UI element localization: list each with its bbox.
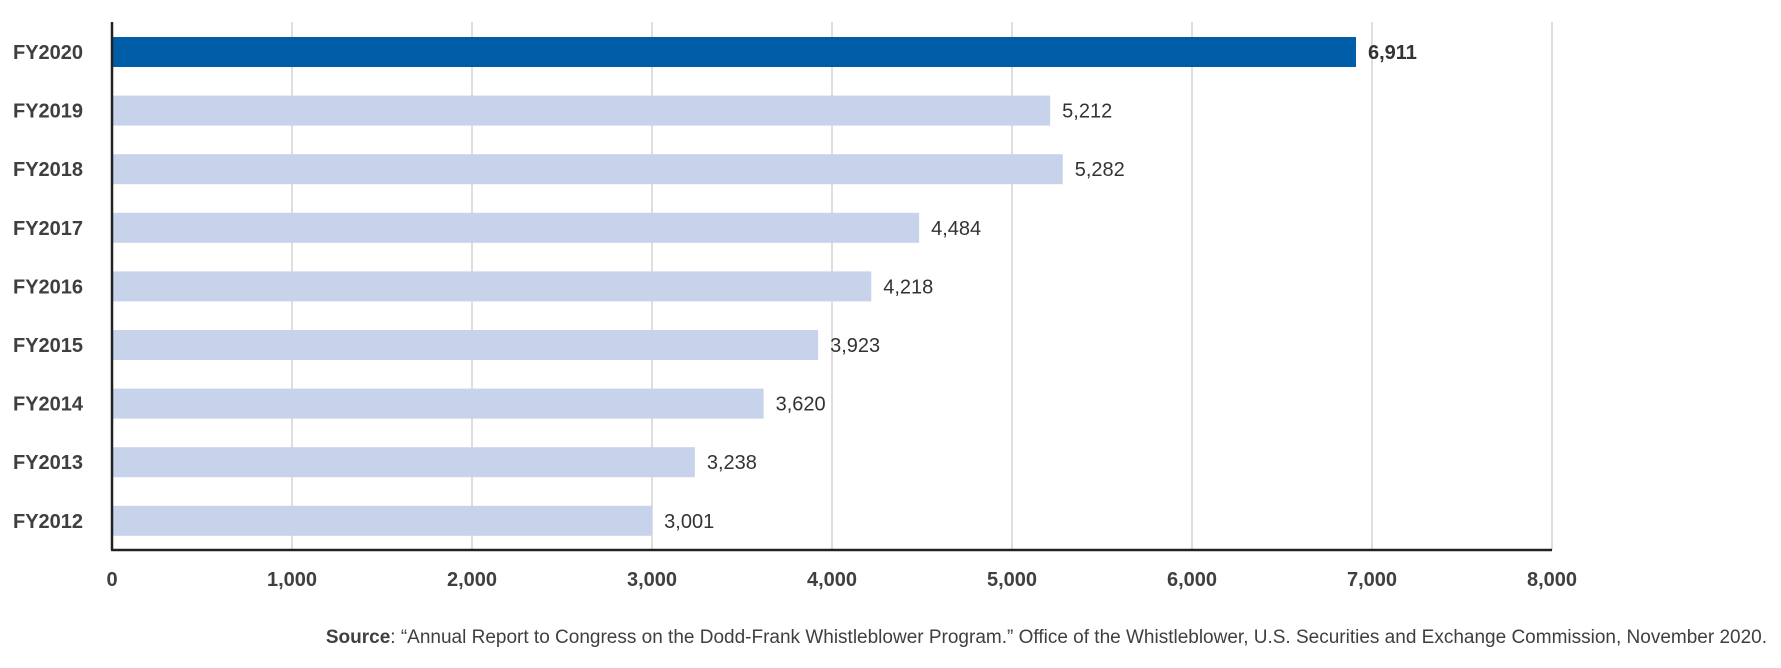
x-tick-label-3000: 3,000: [627, 569, 677, 591]
category-label-FY2015: FY2015: [13, 335, 83, 357]
value-label-FY2012: 3,001: [664, 511, 714, 533]
source-text: : “Annual Report to Congress on the Dodd…: [390, 627, 1767, 648]
bar-FY2016: [112, 271, 872, 302]
x-tick-label-4000: 4,000: [807, 569, 857, 591]
bar-chart: FY2020 6,911 FY2019 5,212 FY2018 5,282 FY2017 4…: [13, 22, 1577, 591]
bar-FY2014: [112, 388, 764, 419]
bar-FY2015: [112, 330, 819, 360]
bar-FY2018: [112, 154, 1063, 185]
category-label-FY2018: FY2018: [13, 159, 83, 181]
bar-FY2012: [112, 505, 653, 536]
value-label-FY2017: 4,484: [931, 218, 981, 240]
x-tick-label-2000: 2,000: [447, 569, 497, 591]
bar-FY2017: [112, 212, 920, 243]
bar-FY2020: [112, 37, 1356, 67]
category-label-FY2020: FY2020: [13, 42, 83, 64]
value-label-FY2016: 4,218: [883, 276, 933, 298]
category-label-FY2014: FY2014: [13, 394, 84, 416]
category-label-FY2019: FY2019: [13, 101, 83, 123]
x-tick-label-8000: 8,000: [1527, 569, 1577, 591]
value-label-FY2014: 3,620: [776, 394, 826, 416]
category-label-FY2012: FY2012: [13, 511, 83, 533]
value-label-FY2019: 5,212: [1062, 101, 1112, 123]
value-label-FY2013: 3,238: [707, 452, 757, 474]
source-note: Source: “Annual Report to Congress on th…: [326, 627, 1767, 649]
x-tick-label-5000: 5,000: [987, 569, 1037, 591]
value-label-FY2018: 5,282: [1075, 159, 1125, 181]
category-label-FY2017: FY2017: [13, 218, 83, 240]
value-label-FY2020: 6,911: [1368, 42, 1417, 64]
x-tick-label-0: 0: [106, 569, 117, 591]
category-label-FY2013: FY2013: [13, 452, 83, 474]
value-label-FY2015: 3,923: [830, 335, 880, 357]
source-label: Source: [325, 627, 391, 648]
x-tick-label-6000: 6,000: [1167, 569, 1217, 591]
category-label-FY2016: FY2016: [13, 276, 83, 298]
x-tick-label-1000: 1,000: [267, 569, 317, 591]
x-tick-label-7000: 7,000: [1347, 569, 1397, 591]
bar-FY2019: [112, 95, 1051, 126]
bar-FY2013: [112, 447, 695, 478]
